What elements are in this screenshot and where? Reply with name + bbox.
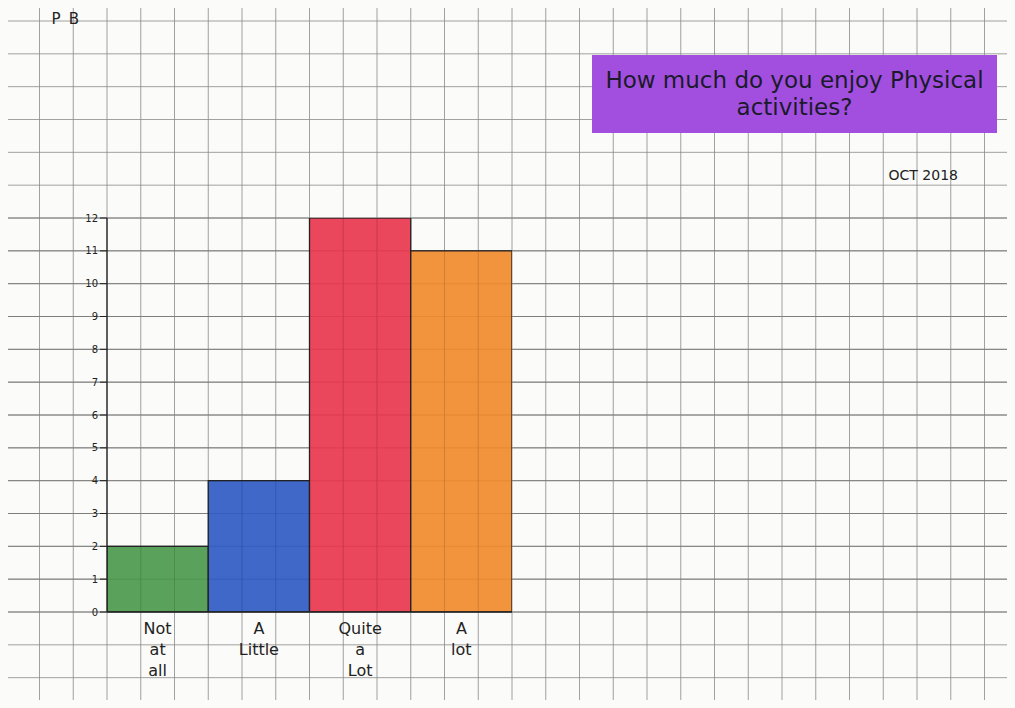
bar	[411, 251, 512, 612]
label-line: Lot	[348, 661, 373, 680]
label-line: A	[456, 619, 467, 638]
annotation: OCT 2018	[889, 167, 958, 183]
y-tick-label: 7	[92, 377, 98, 388]
y-tick-label: 3	[92, 508, 98, 519]
bar-texture	[174, 546, 175, 612]
x-tick-label: Alot	[451, 619, 472, 659]
label-line: a	[355, 640, 365, 659]
bar-texture	[140, 546, 141, 612]
y-tick	[100, 382, 107, 383]
bar-texture	[343, 218, 344, 612]
paper-grid	[8, 8, 1007, 700]
paper-line	[343, 8, 344, 700]
y-tick-label: 12	[85, 213, 98, 224]
x-tick-label: A Little	[239, 619, 279, 659]
grid	[8, 218, 1007, 612]
paper-line	[8, 612, 1007, 613]
y-tick-label: 2	[92, 541, 98, 552]
y-tick	[100, 480, 107, 481]
y-tick	[100, 546, 107, 547]
chart-page: {"chart_data": {"type": "bar", "title": …	[0, 0, 1015, 708]
paper-line	[8, 185, 1007, 186]
grid-line	[8, 612, 1007, 613]
paper-line	[107, 8, 108, 700]
label-line: Little	[239, 640, 279, 659]
y-tick-label: 4	[92, 475, 98, 486]
annotation: B	[69, 10, 79, 28]
bar-texture	[377, 218, 378, 612]
paper-line	[545, 8, 546, 700]
annotation: P	[51, 10, 60, 28]
paper-line	[174, 8, 175, 700]
y-tick-label: 8	[92, 344, 98, 355]
y-tick	[100, 283, 107, 284]
y-tick	[100, 612, 107, 613]
y-tick	[100, 250, 107, 251]
y-tick-label: 10	[85, 278, 98, 289]
paper-line	[579, 8, 580, 700]
paper-line	[242, 8, 243, 700]
label-line: at	[150, 640, 166, 659]
paper-line	[73, 8, 74, 700]
label-line: lot	[451, 640, 472, 659]
bars	[107, 218, 512, 612]
grid-line	[8, 218, 1007, 219]
bar	[310, 218, 411, 612]
paper-line	[140, 8, 141, 700]
paper-line	[8, 218, 1007, 219]
bar	[107, 546, 208, 612]
bar	[208, 481, 309, 612]
bar-texture	[478, 251, 479, 612]
y-tick	[100, 349, 107, 350]
bar-texture	[444, 251, 445, 612]
label-line: Not	[144, 619, 172, 638]
y-tick-label: 5	[92, 442, 98, 453]
paper-line	[8, 21, 1007, 22]
paper-line	[478, 8, 479, 700]
y-tick	[100, 579, 107, 580]
y-tick	[100, 415, 107, 416]
y-tick-label: 1	[92, 574, 98, 585]
y-tick-label: 11	[85, 245, 98, 256]
x-tick-label: Not at all	[144, 619, 172, 680]
title-box: How much do you enjoy Physical activitie…	[592, 55, 997, 133]
paper-line	[377, 8, 378, 700]
bar-texture	[242, 481, 243, 612]
y-tick	[100, 513, 107, 514]
title: How much do you enjoy Physical activitie…	[602, 67, 987, 121]
y-tick	[100, 316, 107, 317]
label-line: A	[253, 619, 264, 638]
paper-line	[39, 8, 40, 700]
label-line: Quite	[338, 619, 381, 638]
y-tick	[100, 447, 107, 448]
paper-line	[444, 8, 445, 700]
bar-texture	[275, 481, 276, 612]
y-tick-label: 6	[92, 410, 98, 421]
label-line: all	[148, 661, 167, 680]
y-tick-label: 0	[92, 607, 98, 618]
y-tick-label: 9	[92, 311, 98, 322]
x-axis	[107, 611, 512, 612]
x-tick-label: Quite a Lot	[338, 619, 381, 680]
paper-line	[8, 152, 1007, 153]
paper-line	[275, 8, 276, 700]
y-tick	[100, 218, 107, 219]
